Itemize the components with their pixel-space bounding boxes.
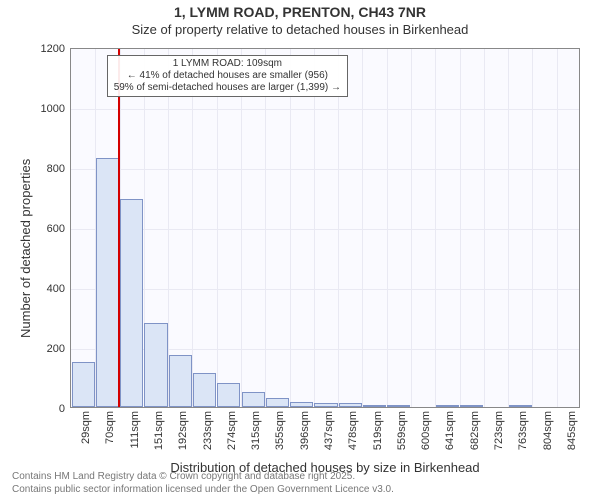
grid-line-v <box>460 49 461 407</box>
grid-line-v <box>532 49 533 407</box>
grid-line-v <box>168 49 169 407</box>
y-tick-label: 200 <box>47 343 71 355</box>
grid-line-v <box>484 49 485 407</box>
x-tick-label: 151sqm <box>153 411 165 450</box>
histogram-bar <box>169 355 192 408</box>
x-tick-label: 478sqm <box>347 411 359 450</box>
histogram-bar <box>266 398 289 407</box>
histogram-bar <box>96 158 119 407</box>
grid-line-v <box>217 49 218 407</box>
grid-line-v <box>338 49 339 407</box>
grid-line-v <box>387 49 388 407</box>
x-tick-label: 723sqm <box>493 411 505 450</box>
grid-line-v <box>290 49 291 407</box>
grid-line-v <box>314 49 315 407</box>
x-tick-label: 355sqm <box>274 411 286 450</box>
y-tick-label: 1000 <box>41 103 71 115</box>
footer-attribution: Contains HM Land Registry data © Crown c… <box>0 470 600 496</box>
histogram-bar <box>387 405 410 407</box>
grid-line-h <box>71 229 579 230</box>
x-tick-label: 274sqm <box>226 411 238 450</box>
grid-line-v <box>362 49 363 407</box>
grid-line-h <box>71 289 579 290</box>
grid-line-v <box>411 49 412 407</box>
x-tick-label: 559sqm <box>396 411 408 450</box>
y-axis-label: Number of detached properties <box>18 159 33 338</box>
histogram-bar <box>436 405 459 407</box>
callout-line: 59% of semi-detached houses are larger (… <box>114 82 341 94</box>
x-tick-label: 845sqm <box>566 411 578 450</box>
grid-line-v <box>192 49 193 407</box>
x-tick-label: 111sqm <box>129 411 141 449</box>
y-tick-label: 0 <box>59 403 71 415</box>
title-line-2: Size of property relative to detached ho… <box>0 22 600 37</box>
histogram-bar <box>72 362 95 407</box>
histogram-bar <box>339 403 362 407</box>
x-tick-label: 804sqm <box>542 411 554 450</box>
histogram-bar <box>144 323 167 407</box>
x-tick-label: 600sqm <box>420 411 432 450</box>
histogram-bar <box>314 403 337 407</box>
histogram-bar <box>217 383 240 407</box>
reference-line <box>118 49 120 407</box>
grid-line-v <box>265 49 266 407</box>
histogram-bar <box>120 199 143 408</box>
y-tick-label: 800 <box>47 163 71 175</box>
y-tick-label: 1200 <box>41 43 71 55</box>
histogram-bar <box>290 402 313 407</box>
grid-line-h <box>71 169 579 170</box>
x-tick-label: 519sqm <box>372 411 384 450</box>
footer-line-1: Contains HM Land Registry data © Crown c… <box>12 470 600 483</box>
x-tick-label: 70sqm <box>104 411 116 444</box>
grid-line-v <box>241 49 242 407</box>
callout-line: ← 41% of detached houses are smaller (95… <box>114 70 341 82</box>
y-tick-label: 400 <box>47 283 71 295</box>
histogram-bar <box>509 405 532 407</box>
histogram-bar <box>460 405 483 407</box>
x-tick-label: 641sqm <box>444 411 456 450</box>
grid-line-v <box>557 49 558 407</box>
plot-area: 02004006008001000120029sqm70sqm111sqm151… <box>70 48 580 408</box>
x-tick-label: 233sqm <box>202 411 214 450</box>
title-line-1: 1, LYMM ROAD, PRENTON, CH43 7NR <box>0 4 600 20</box>
callout-box: 1 LYMM ROAD: 109sqm← 41% of detached hou… <box>107 55 348 97</box>
callout-line: 1 LYMM ROAD: 109sqm <box>114 58 341 70</box>
grid-line-v <box>508 49 509 407</box>
x-tick-label: 682sqm <box>469 411 481 450</box>
grid-line-v <box>435 49 436 407</box>
x-tick-label: 29sqm <box>80 411 92 444</box>
y-tick-label: 600 <box>47 223 71 235</box>
x-tick-label: 437sqm <box>323 411 335 450</box>
grid-line-h <box>71 109 579 110</box>
histogram-bar <box>242 392 265 407</box>
x-tick-label: 192sqm <box>177 411 189 450</box>
histogram-bar <box>193 373 216 408</box>
footer-line-2: Contains public sector information licen… <box>12 483 600 496</box>
histogram-bar <box>363 405 386 407</box>
x-tick-label: 315sqm <box>250 411 262 450</box>
x-tick-label: 763sqm <box>517 411 529 450</box>
figure: 1, LYMM ROAD, PRENTON, CH43 7NR Size of … <box>0 0 600 500</box>
x-tick-label: 396sqm <box>299 411 311 450</box>
